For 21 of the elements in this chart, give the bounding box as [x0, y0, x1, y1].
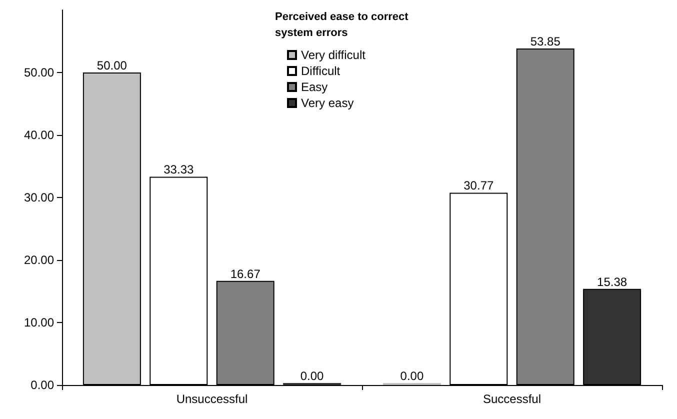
legend-label: Difficult [301, 64, 341, 78]
x-tick-label: Successful [482, 392, 542, 406]
legend-label: Very difficult [301, 48, 366, 62]
data-label: 16.67 [230, 266, 261, 281]
legend-label: Easy [301, 80, 328, 94]
legend-title: Perceived ease to correct system errors [275, 11, 412, 39]
data-label: 53.85 [530, 34, 561, 48]
x-tick-label: Unsuccessful [176, 392, 248, 406]
y-tick-label: 20.00 [24, 253, 54, 267]
data-label: 0.00 [400, 369, 424, 383]
data-label: 30.77 [464, 178, 494, 193]
y-tick-label: 0.00 [30, 378, 54, 392]
y-tick-label: 50.00 [24, 66, 54, 80]
data-label: 15.38 [597, 274, 628, 289]
data-label: 50.00 [96, 58, 128, 72]
y-tick-label: 10.00 [24, 316, 54, 330]
data-label: 0.00 [300, 369, 324, 383]
data-label: 33.33 [164, 162, 194, 177]
legend-label: Very easy [301, 96, 354, 110]
y-tick-label: 40.00 [24, 128, 54, 142]
y-tick-label: 30.00 [24, 190, 54, 204]
